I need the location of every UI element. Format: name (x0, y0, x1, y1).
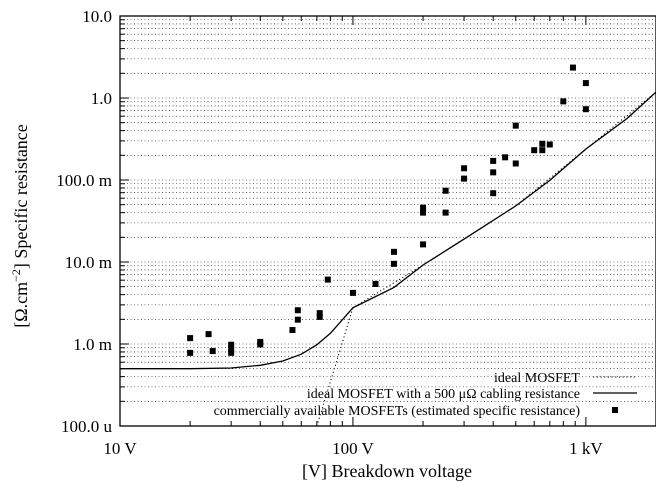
y-tick-label: 1.0 (91, 89, 112, 108)
y-tick-label: 10.0 m (65, 253, 112, 272)
data-point (294, 307, 301, 314)
data-point (349, 289, 356, 296)
data-point (390, 260, 397, 267)
data-point (209, 348, 216, 355)
data-point (512, 122, 519, 129)
data-point (187, 349, 194, 356)
data-point (442, 209, 449, 216)
plot-series (120, 64, 656, 427)
major-ticks (120, 15, 129, 427)
data-point (205, 331, 212, 338)
data-point (420, 241, 427, 248)
legend: ideal MOSFET ideal MOSFET with a 500 μΩ … (214, 371, 637, 419)
y-tick-label: 1.0 m (73, 335, 112, 354)
legend-label-commercial: commercially available MOSFETs (estimate… (214, 404, 581, 419)
data-point (228, 349, 235, 356)
y-tick-label: 100.0 u (61, 417, 113, 436)
data-point (539, 140, 546, 147)
y-axis-label: [Ω.cm−2] Specific resistance (9, 124, 31, 328)
data-point (582, 80, 589, 87)
minor-ticks (119, 16, 656, 426)
data-point (228, 345, 235, 352)
x-axis-label: [V] Breakdown voltage (302, 461, 472, 481)
data-point (531, 147, 538, 154)
data-point (316, 313, 323, 320)
data-point (461, 175, 468, 182)
data-point (539, 147, 546, 154)
data-point (316, 310, 323, 317)
data-point (560, 98, 567, 105)
data-point (546, 141, 553, 148)
legend-swatch-commercial (612, 407, 618, 413)
grid (120, 19, 656, 402)
data-point (502, 154, 509, 161)
data-point (512, 160, 519, 167)
data-point (420, 209, 427, 216)
series-line-ideal-mosfet (316, 91, 656, 427)
data-point (257, 341, 264, 348)
x-tick-label: 10 V (103, 439, 137, 458)
data-point (372, 280, 379, 287)
data-point (569, 64, 576, 71)
data-point (582, 106, 589, 113)
data-point (294, 316, 301, 323)
y-tick-labels: 10.0 1.0 100.0 m 10.0 m 1.0 m 100.0 u (56, 7, 112, 436)
data-point (420, 204, 427, 211)
data-point (390, 248, 397, 255)
data-point (228, 341, 235, 348)
data-point (289, 327, 296, 334)
data-point (490, 169, 497, 176)
data-point (187, 335, 194, 342)
plot-frame (119, 15, 656, 427)
legend-label-ideal-mosfet: ideal MOSFET (494, 371, 580, 386)
legend-label-cabling: ideal MOSFET with a 500 μΩ cabling resis… (307, 387, 580, 402)
y-tick-label: 10.0 (82, 7, 112, 26)
data-point (442, 187, 449, 194)
x-tick-label: 1 kV (569, 439, 603, 458)
data-point (490, 157, 497, 164)
x-tick-labels: 10 V 100 V 1 kV (103, 439, 603, 458)
x-tick-label: 100 V (332, 439, 374, 458)
data-point (490, 190, 497, 197)
data-point (461, 165, 468, 172)
y-tick-label: 100.0 m (56, 171, 112, 190)
series-line-ideal-mosfet-with-cabling (120, 91, 656, 370)
series-points-commercial-mosfets (187, 64, 589, 356)
data-point (324, 276, 331, 283)
